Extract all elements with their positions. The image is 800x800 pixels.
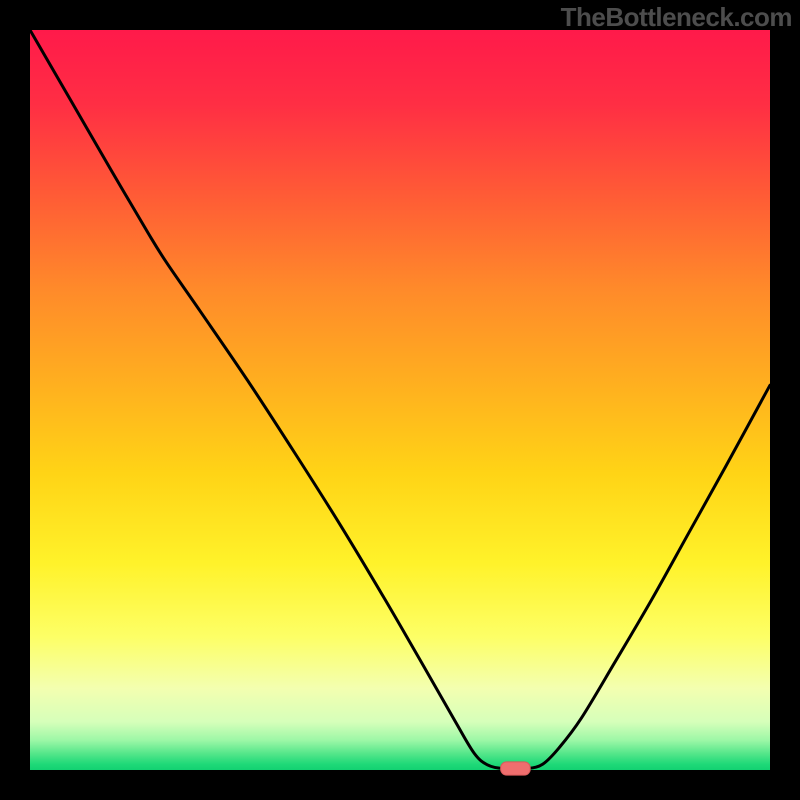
chart-svg: [0, 0, 800, 800]
optimal-marker: [501, 762, 531, 775]
watermark-text: TheBottleneck.com: [561, 2, 792, 33]
bottleneck-chart: TheBottleneck.com: [0, 0, 800, 800]
plot-background: [30, 30, 770, 770]
